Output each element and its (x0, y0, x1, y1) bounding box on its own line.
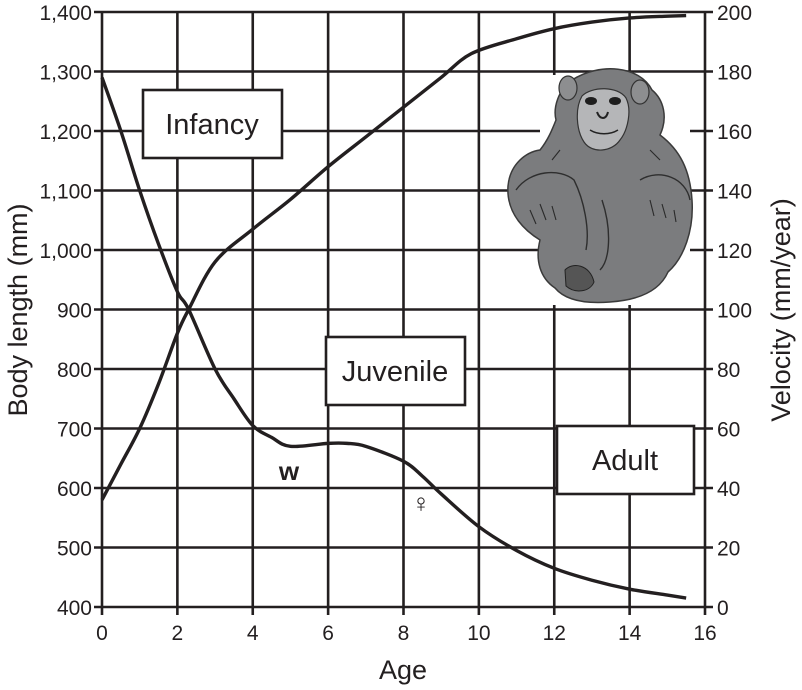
y-tick-label: 400 (57, 597, 92, 620)
infancy-box: Infancy (141, 88, 284, 160)
adult-box: Adult (555, 424, 696, 496)
velocity-curve (100, 76, 687, 600)
chimpanzee-illustration (507, 68, 693, 305)
y-tick-label: 1,300 (39, 62, 92, 85)
y2-tick-label: 80 (717, 359, 740, 382)
adult-label: Adult (592, 445, 658, 477)
x-tick-label: 12 (543, 622, 566, 645)
x-tick-label: 8 (398, 622, 410, 645)
juvenile-label: Juvenile (342, 356, 448, 388)
y2-tick-label: 100 (717, 300, 752, 323)
body-length-curve (100, 13, 687, 501)
infancy-label: Infancy (165, 109, 259, 141)
y2-tick-label: 40 (717, 478, 740, 501)
y-tick-label: 900 (57, 300, 92, 323)
y2-tick-label: 200 (717, 2, 752, 25)
female-symbol: ♀ (411, 488, 431, 518)
y2-tick-label: 20 (717, 538, 740, 561)
y-tick-label: 600 (57, 478, 92, 501)
x-tick-label: 16 (693, 622, 716, 645)
x-tick-label: 10 (467, 622, 490, 645)
y-tick-label: 700 (57, 419, 92, 442)
y-tick-label: 500 (57, 538, 92, 561)
right-axis-tick-labels: 0 20 40 60 80 100 120 140 160 180 200 (717, 2, 752, 620)
y2-tick-label: 60 (717, 419, 740, 442)
left-axis-tick-labels: 400 500 600 700 800 900 1,000 1,100 1,200 1,300 1,… (39, 2, 92, 620)
juvenile-box: Juvenile (324, 335, 467, 407)
y-tick-label: 800 (57, 359, 92, 382)
x-tick-label: 6 (322, 622, 334, 645)
y2-axis-title: Velocity (mm/year) (766, 198, 796, 422)
y2-tick-label: 160 (717, 121, 752, 144)
x-tick-label: 2 (172, 622, 184, 645)
y2-tick-label: 0 (717, 597, 729, 620)
y2-tick-label: 120 (717, 240, 752, 263)
x-axis-title: Age (379, 655, 427, 685)
weaning-marker: w (278, 456, 300, 486)
data-series (100, 13, 687, 600)
y2-tick-label: 140 (717, 181, 752, 204)
y2-tick-label: 180 (717, 62, 752, 85)
y-tick-label: 1,100 (39, 181, 92, 204)
x-tick-label: 0 (96, 622, 108, 645)
y-tick-label: 1,200 (39, 121, 92, 144)
x-tick-label: 4 (247, 622, 259, 645)
x-axis-tick-labels: 0 2 4 6 8 10 12 14 16 (96, 622, 717, 645)
y-axis-title: Body length (mm) (3, 203, 33, 416)
y-tick-label: 1,400 (39, 2, 92, 25)
x-tick-label: 14 (618, 622, 642, 645)
y-tick-label: 1,000 (39, 240, 92, 263)
